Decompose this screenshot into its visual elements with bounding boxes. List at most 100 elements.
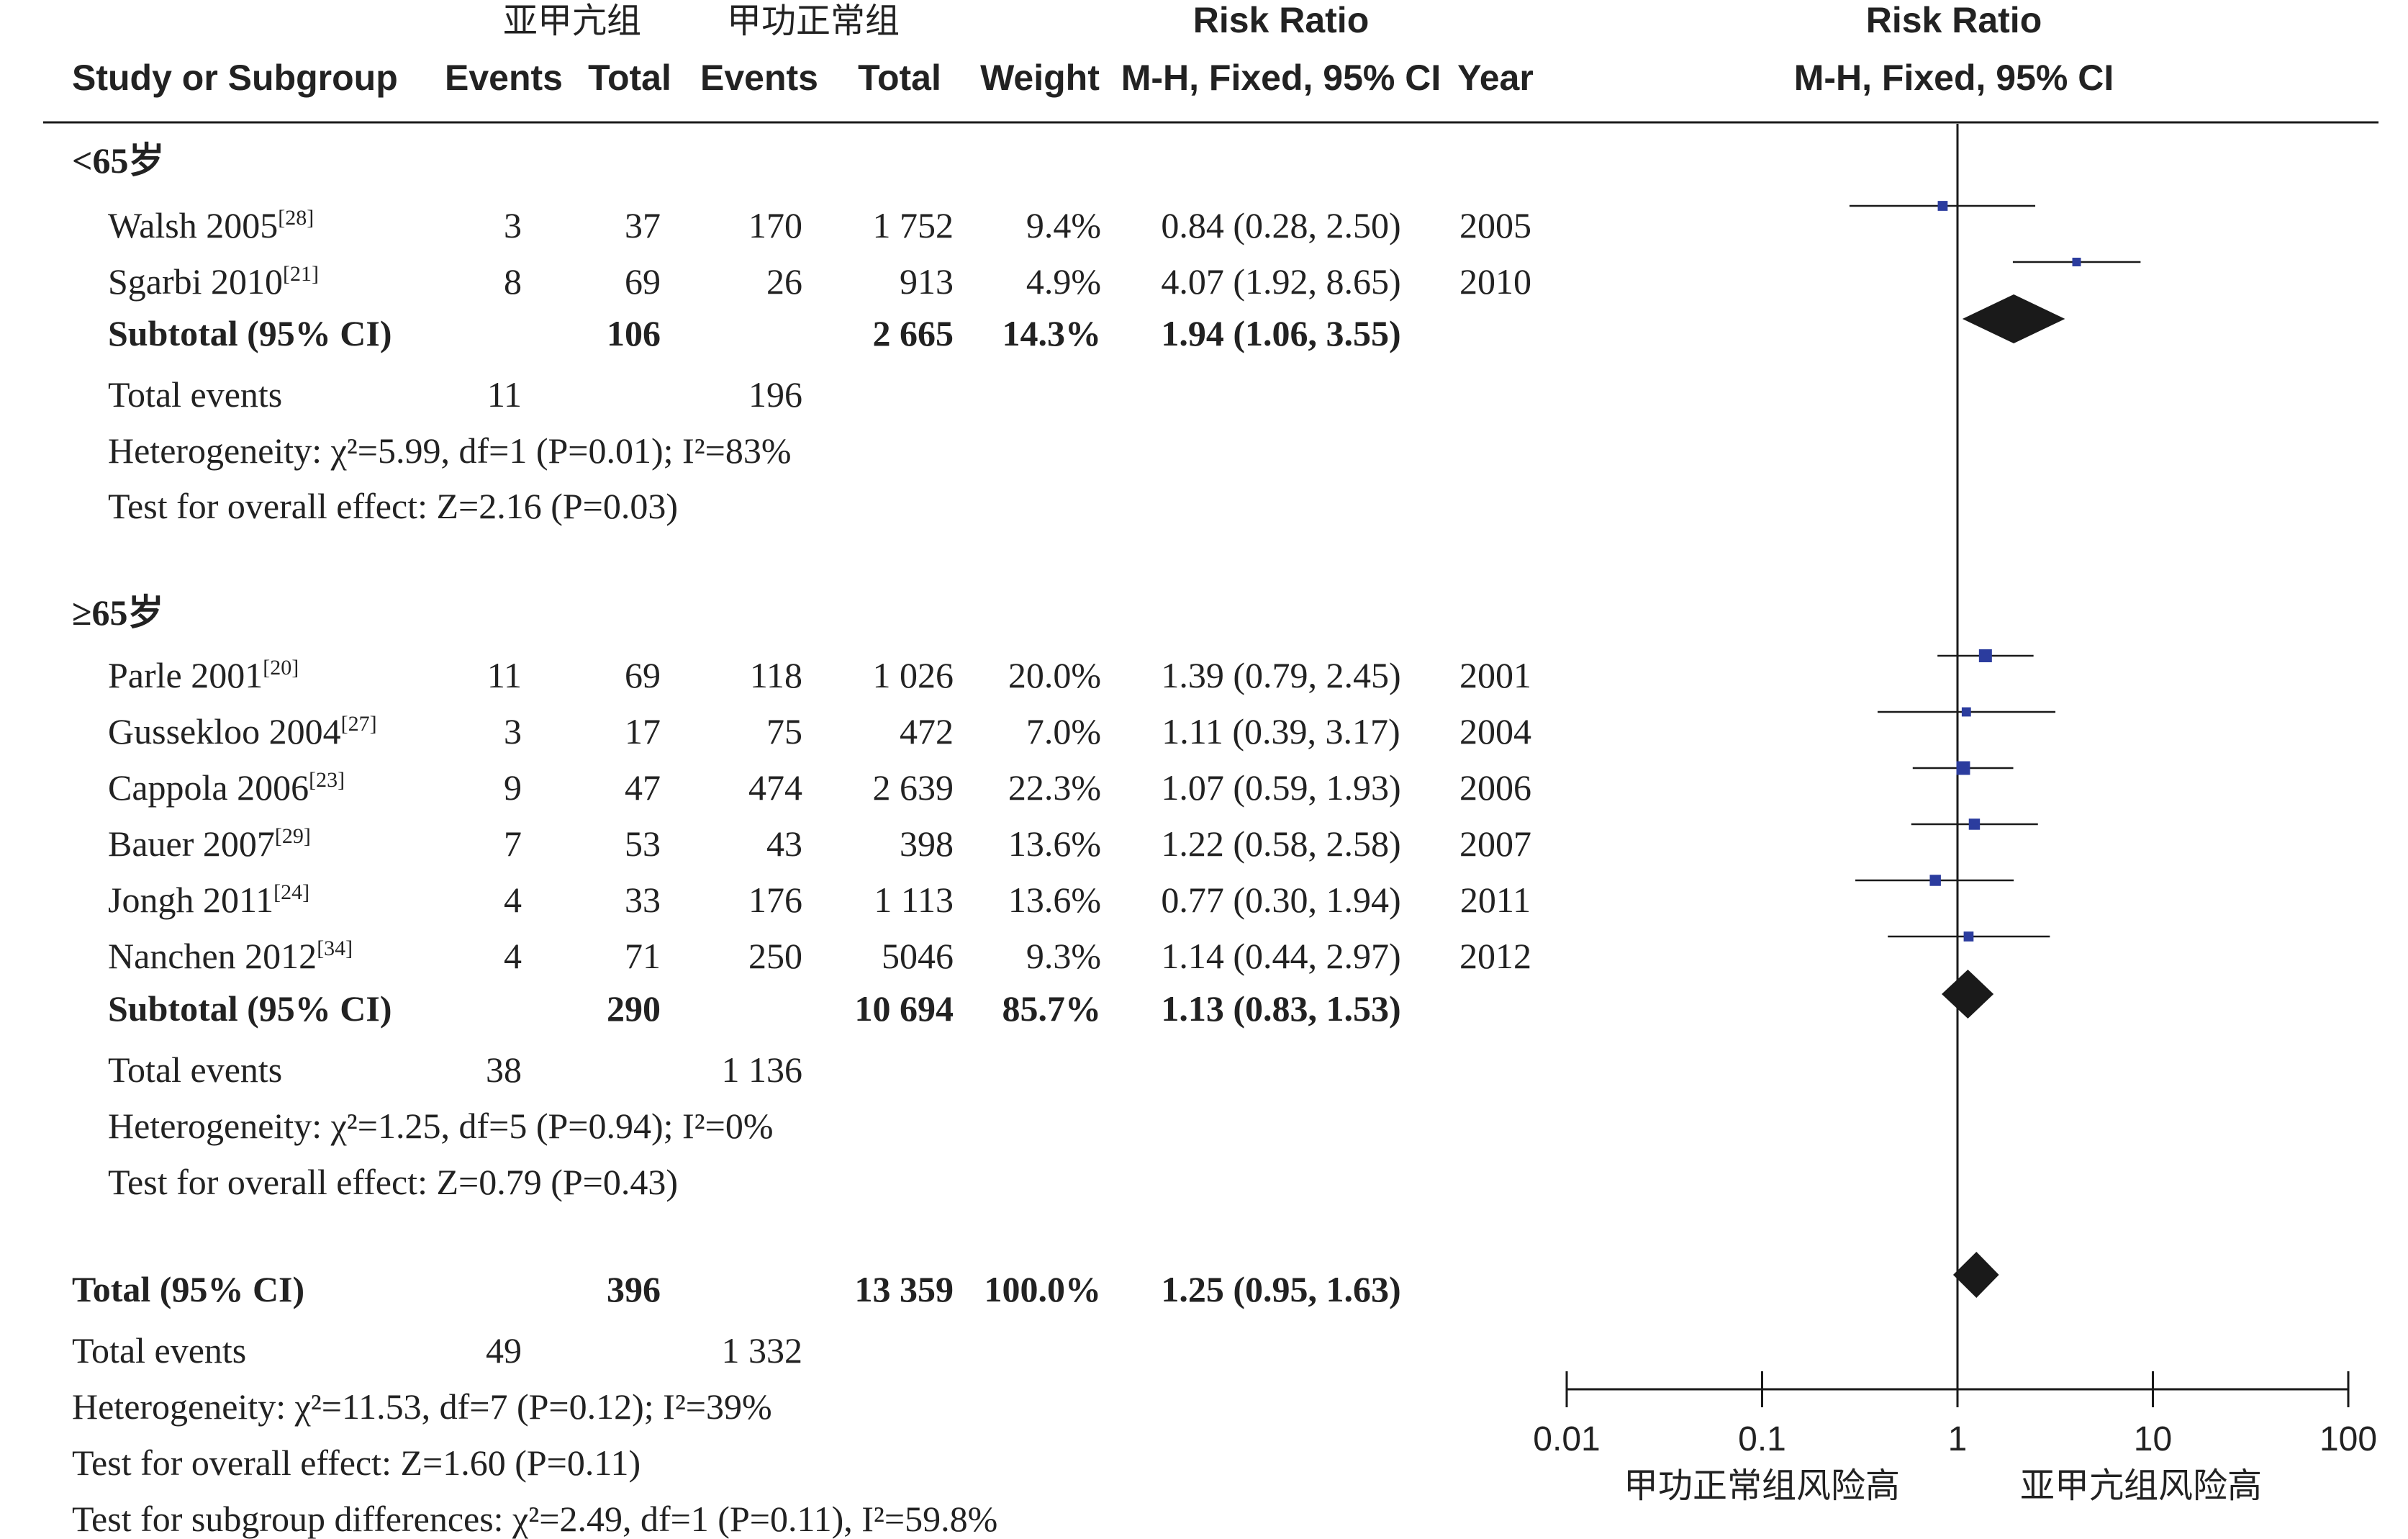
study-name: Parle 2001[20]	[108, 655, 299, 695]
year: 2010	[1459, 261, 1531, 302]
rr-ci: 1.11 (0.39, 3.17)	[1162, 711, 1400, 752]
subtotal-weight: 85.7%	[1002, 988, 1102, 1029]
subtotal-ctrl-total: 2 665	[873, 313, 954, 353]
study-name: Jongh 2011[24]	[108, 880, 309, 920]
ctrl-events: 75	[766, 711, 802, 752]
rr-ci: 0.84 (0.28, 2.50)	[1161, 205, 1400, 245]
rr-ci: 1.22 (0.58, 2.58)	[1161, 823, 1400, 864]
weight: 22.3%	[1008, 767, 1101, 808]
study-name: Gussekloo 2004[27]	[108, 711, 377, 752]
table-row: Cappola 2006[23] 9 47 474 2 639 22.3% 1.…	[108, 767, 1531, 808]
subtotal-weight: 14.3%	[1002, 313, 1102, 353]
header-ctrl-events: Events	[700, 58, 818, 98]
rr-ci: 1.14 (0.44, 2.97)	[1161, 936, 1400, 976]
year: 2004	[1459, 711, 1531, 752]
ctrl-total: 1 752	[873, 205, 954, 245]
subtotal-ctrl-total: 10 694	[855, 988, 954, 1029]
subgroup-label: ≥65岁	[72, 592, 163, 633]
weight: 4.9%	[1026, 261, 1101, 302]
total-events-ctrl: 196	[748, 374, 802, 415]
study-marker	[1956, 761, 1970, 775]
exp-events: 4	[504, 936, 522, 976]
subtotal-label: Subtotal (95% CI)	[108, 988, 391, 1029]
study-name: Cappola 2006[23]	[108, 767, 345, 808]
header-year: Year	[1457, 58, 1534, 98]
total-events-exp: 11	[487, 374, 522, 415]
ctrl-events: 26	[766, 261, 802, 302]
exp-total: 47	[625, 767, 661, 808]
exp-total: 71	[625, 936, 661, 976]
header-group-exp: 亚甲亢组	[503, 1, 641, 41]
exp-total: 69	[625, 655, 661, 695]
study-name: Bauer 2007[29]	[108, 823, 311, 864]
total-row: Total (95% CI) 396 13 359 100.0% 1.25 (0…	[72, 1269, 1401, 1309]
subtotal-ci: 1.13 (0.83, 1.53)	[1161, 988, 1400, 1029]
axis-left-label: 甲功正常组风险高	[1624, 1466, 1900, 1506]
table-row: Nanchen 2012[34] 4 71 250 5046 9.3% 1.14…	[108, 936, 1531, 976]
table-row: Walsh 2005[28] 3 37 170 1 752 9.4% 0.84 …	[108, 205, 1531, 245]
subtotal-diamond	[1942, 970, 1994, 1019]
total-events-label: Total events	[72, 1330, 246, 1371]
total-events-label: Total events	[108, 1050, 282, 1090]
ctrl-events: 170	[748, 205, 802, 245]
header-method-plot: M-H, Fixed, 95% CI	[1794, 58, 2114, 98]
ctrl-events: 474	[748, 767, 802, 808]
header-ctrl-total: Total	[858, 58, 941, 98]
tick-label: 1	[1948, 1420, 1968, 1458]
tick-label: 0.01	[1533, 1420, 1600, 1458]
ctrl-events: 43	[766, 823, 802, 864]
total-events-exp: 38	[486, 1050, 522, 1090]
overall-effect-text: Test for overall effect: Z=1.60 (P=0.11)	[72, 1443, 641, 1483]
exp-events: 8	[504, 261, 522, 302]
ctrl-events: 176	[748, 880, 802, 920]
study-name: Sgarbi 2010[21]	[108, 261, 319, 302]
year: 2007	[1459, 823, 1531, 864]
forest-graphics	[1849, 124, 2141, 1389]
header-method: M-H, Fixed, 95% CI	[1121, 58, 1441, 98]
subtotal-row: Subtotal (95% CI) 106 2 665 14.3% 1.94 (…	[108, 313, 1401, 353]
weight: 9.4%	[1026, 205, 1101, 245]
header-risk-ratio-table: Risk Ratio	[1193, 0, 1370, 40]
subtotal-exp-total: 106	[607, 313, 661, 353]
overall-effect-text: Test for overall effect: Z=2.16 (P=0.03)	[108, 486, 678, 526]
total-label: Total (95% CI)	[72, 1269, 304, 1309]
total-ctrl-total: 13 359	[855, 1269, 954, 1309]
subgroup-diff-text: Test for subgroup differences: χ²=2.49, …	[72, 1499, 997, 1539]
table-row: Gussekloo 2004[27] 3 17 75 472 7.0% 1.11…	[108, 711, 1531, 752]
exp-total: 53	[625, 823, 661, 864]
exp-total: 69	[625, 261, 661, 302]
subtotal-exp-total: 290	[607, 988, 661, 1029]
overall-diamond	[1952, 1252, 1999, 1298]
ctrl-total: 398	[900, 823, 954, 864]
exp-events: 11	[487, 655, 522, 695]
ctrl-events: 250	[748, 936, 802, 976]
rr-ci: 4.07 (1.92, 8.65)	[1161, 261, 1400, 302]
exp-events: 3	[504, 205, 522, 245]
heterogeneity-text: Heterogeneity: χ²=11.53, df=7 (P=0.12); …	[72, 1386, 772, 1427]
study-marker	[1937, 201, 1948, 211]
total-events-ctrl: 1 332	[722, 1330, 803, 1371]
exp-total: 17	[625, 711, 661, 752]
weight: 13.6%	[1008, 823, 1101, 864]
exp-total: 33	[625, 880, 661, 920]
axis-right-label: 亚甲亢组风险高	[2020, 1466, 2262, 1506]
ctrl-events: 118	[750, 655, 802, 695]
subtotal-ci: 1.94 (1.06, 3.55)	[1161, 313, 1400, 353]
total-exp-total: 396	[607, 1269, 661, 1309]
ctrl-total: 5046	[882, 936, 954, 976]
year: 2005	[1459, 205, 1531, 245]
study-marker	[2072, 258, 2081, 266]
weight: 20.0%	[1008, 655, 1101, 695]
header-risk-ratio-plot: Risk Ratio	[1866, 0, 2042, 40]
heterogeneity-text: Heterogeneity: χ²=1.25, df=5 (P=0.94); I…	[108, 1106, 774, 1146]
subgroup-label: <65岁	[72, 140, 165, 181]
study-marker	[1963, 931, 1974, 942]
subtotal-label: Subtotal (95% CI)	[108, 313, 391, 353]
header-exp-total: Total	[588, 58, 671, 98]
study-name: Walsh 2005[28]	[108, 205, 314, 245]
tick-label: 0.1	[1738, 1420, 1786, 1458]
total-events-exp: 49	[486, 1330, 522, 1371]
rr-ci: 0.77 (0.30, 1.94)	[1161, 880, 1400, 920]
overall-effect-text: Test for overall effect: Z=0.79 (P=0.43)	[108, 1162, 678, 1202]
exp-events: 3	[504, 711, 522, 752]
